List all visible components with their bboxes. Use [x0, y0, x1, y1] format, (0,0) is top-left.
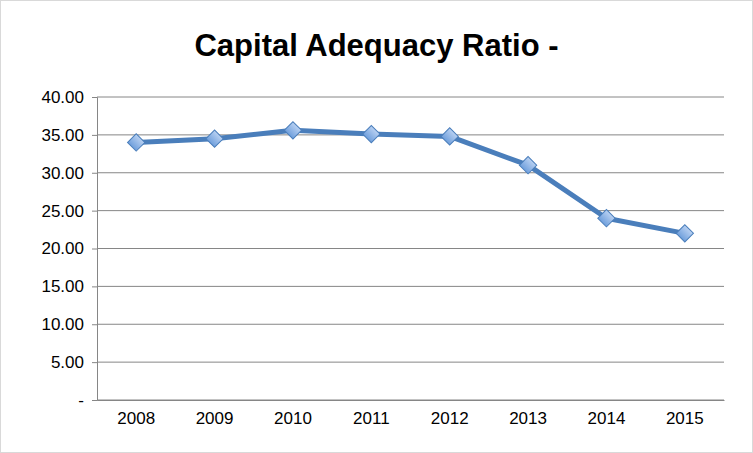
y-tick: 15.00 — [41, 277, 97, 296]
x-tick-label: 2009 — [196, 409, 234, 428]
y-tick: 40.00 — [41, 88, 97, 107]
x-tick-label: 2010 — [274, 409, 312, 428]
y-tick: 35.00 — [41, 126, 97, 145]
grid — [97, 97, 724, 400]
x-tick-label: 2008 — [117, 409, 155, 428]
y-tick-mark — [92, 97, 97, 98]
y-tick-mark — [92, 211, 97, 212]
plot: - 5.00 10.00 15.00 20.00 25.00 30.00 35.00 40.00… — [41, 88, 724, 428]
x-tick-label: 2015 — [666, 409, 704, 428]
series — [128, 122, 694, 242]
y-tick-mark — [92, 135, 97, 136]
chart-frame — [1, 1, 753, 453]
y-axis-line — [92, 98, 98, 401]
y-tick-label: 25.00 — [41, 202, 84, 221]
y-tick-mark — [92, 324, 97, 325]
y-tick-mark — [92, 249, 97, 250]
x-tick: 2012 — [431, 409, 469, 428]
y-tick: - — [78, 391, 97, 410]
x-tick: 2011 — [353, 409, 390, 428]
y-tick: 20.00 — [41, 239, 97, 258]
y-tick-label: 30.00 — [41, 164, 84, 183]
marker — [441, 128, 458, 145]
line — [136, 130, 685, 233]
y-tick-label: 20.00 — [41, 239, 84, 258]
title: Capital Adequacy Ratio - — [194, 28, 558, 63]
marker — [128, 134, 145, 151]
grid-line — [97, 324, 724, 325]
x-axis-line — [98, 400, 725, 401]
y-tick-label: 40.00 — [41, 88, 84, 107]
y-axis: - 5.00 10.00 15.00 20.00 25.00 30.00 35.00 40.00 — [41, 88, 97, 410]
y-tick-mark — [92, 400, 97, 401]
grid-line — [97, 286, 724, 287]
grid-line — [97, 400, 724, 401]
y-tick-mark — [92, 173, 97, 174]
x-tick-label: 2013 — [509, 409, 547, 428]
marker — [284, 122, 301, 139]
y-tick: 10.00 — [41, 315, 97, 334]
y-tick-label: 15.00 — [41, 277, 84, 296]
chart: - 5.00 10.00 15.00 20.00 25.00 30.00 35.00 40.00… — [0, 0, 753, 453]
y-tick-label: 5.00 — [51, 353, 84, 372]
y-tick: 30.00 — [41, 164, 97, 183]
marker — [363, 125, 380, 142]
marker — [676, 225, 693, 242]
x-axis: 2008 2009 2010 2011 2012 2013 2014 2015 — [98, 401, 725, 429]
y-tick: 5.00 — [51, 353, 97, 372]
x-tick: 2015 — [666, 409, 704, 428]
marker — [519, 157, 536, 174]
x-tick: 2008 — [117, 409, 155, 428]
grid-line — [97, 210, 724, 211]
grid-line — [97, 362, 724, 363]
marker — [598, 210, 615, 227]
grid-line — [97, 172, 724, 173]
y-tick-label: - — [78, 391, 84, 410]
x-tick: 2013 — [509, 409, 547, 428]
grid-line — [97, 248, 724, 249]
x-tick-label: 2012 — [431, 409, 469, 428]
y-tick: 25.00 — [41, 202, 97, 221]
x-tick: 2010 — [274, 409, 312, 428]
marker — [206, 130, 223, 147]
y-tick-mark — [92, 286, 97, 287]
y-tick-mark — [92, 362, 97, 363]
y-tick-label: 10.00 — [41, 315, 84, 334]
y-tick-label: 35.00 — [41, 126, 84, 145]
grid-line — [97, 97, 724, 98]
x-tick: 2014 — [588, 409, 626, 428]
x-tick: 2009 — [196, 409, 234, 428]
x-tick-label: 2014 — [588, 409, 626, 428]
x-tick-label: 2011 — [353, 409, 390, 428]
